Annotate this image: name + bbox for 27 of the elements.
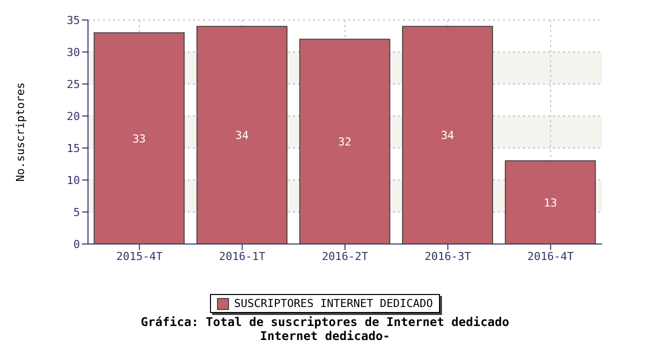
y-tick-label: 35 (66, 14, 80, 27)
y-tick-label: 10 (66, 174, 80, 187)
bar (504, 160, 596, 244)
y-tick-label: 15 (66, 142, 80, 155)
data-label: 32 (338, 136, 352, 149)
text: Internet dedicado- (258, 329, 392, 343)
y-tick-label: 20 (66, 110, 80, 123)
legend-label: SUSCRIPTORES INTERNET DEDICADO (234, 297, 433, 310)
y-tick-label: 0 (73, 238, 80, 251)
text: Gráfica: Total de suscriptores de Internet dedicado (140, 315, 510, 329)
x-tick-label: 2016-1T (219, 250, 266, 263)
x-tick-label: 2016-2T (322, 250, 369, 263)
data-label: 34 (235, 129, 249, 142)
bar (402, 26, 494, 244)
data-label: 33 (132, 132, 146, 146)
bar (196, 26, 288, 244)
y-tick-label: 30 (66, 46, 80, 59)
data-label: 34 (440, 129, 455, 142)
bar (94, 32, 185, 244)
x-tick-label: 2016-3T (424, 250, 472, 263)
y-tick-label: 25 (66, 78, 80, 91)
x-tick-label: 2016-4T (527, 250, 574, 263)
y-tick-label: 5 (73, 206, 80, 219)
data-label: 13 (544, 196, 557, 210)
bar (299, 38, 390, 244)
x-tick-label: 2015-4T (116, 250, 163, 263)
y-axis-title: No.suscriptores (14, 82, 27, 182)
